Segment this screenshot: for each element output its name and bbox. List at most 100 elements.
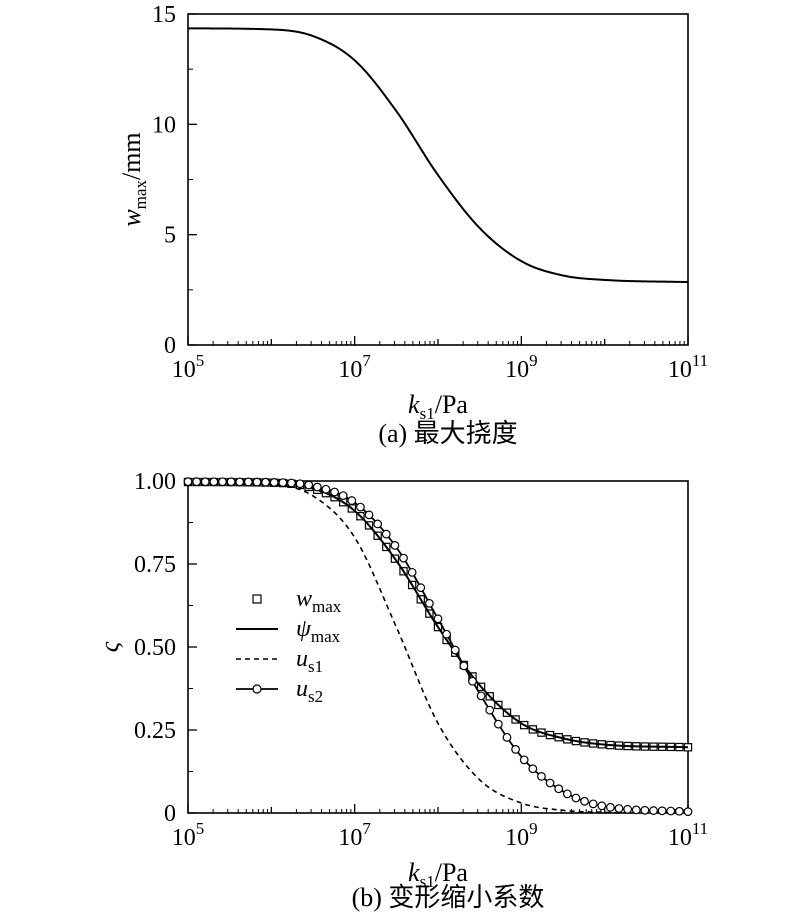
data-point-circle [649, 806, 658, 815]
legend-entry: wmax [252, 586, 342, 616]
chart-caption: (b) 变形缩小系数 [352, 883, 545, 912]
x-axis-label: ks1/Pa [408, 858, 468, 891]
legend-entry: ψmax [236, 616, 341, 646]
data-point-circle [485, 705, 495, 715]
data-point-circle [631, 805, 641, 815]
plot-frame [187, 13, 689, 346]
y-tick-label: 0 [164, 801, 176, 827]
data-point-circle [640, 805, 650, 815]
y-axis-label: wmax/mm [117, 132, 150, 226]
legend-label: us2 [296, 676, 323, 706]
data-point-circle [519, 755, 529, 765]
data-point-circle [278, 478, 288, 487]
data-point-circle [657, 806, 667, 816]
x-tick-label: 107 [338, 819, 371, 851]
data-point-circle [597, 801, 607, 811]
data-point-circle [666, 806, 676, 816]
series-s1-dashed [187, 481, 689, 814]
legend-swatch-square [252, 594, 262, 604]
data-point-circle [562, 789, 572, 799]
y-tick-label: 0 [164, 333, 176, 359]
data-point-circle [433, 614, 443, 624]
data-point-circle [252, 477, 262, 487]
chart-caption: (a) 最大挠度 [378, 419, 517, 448]
data-point-circle [399, 553, 408, 563]
y-tick-label: 5 [164, 223, 176, 249]
data-point-circle [373, 519, 383, 529]
data-point-circle [571, 793, 581, 803]
data-point-circle [192, 477, 202, 487]
series-line-solid [187, 27, 689, 284]
series-s2-circles [183, 477, 693, 817]
data-point-circle [287, 478, 296, 488]
chart-a: 105 107 109 1011 0 5 10 15 ks1/Pa wmax/mm (a) 最大挠度 [117, 2, 708, 448]
data-point-circle [347, 496, 357, 505]
data-point-circle [407, 567, 417, 577]
series-line [187, 481, 689, 814]
chart-b: 105 107 109 1011 0 0.25 0.50 0.75 1.00 ks1/Pa ς (b)… [95, 469, 708, 912]
data-point-circle [424, 598, 434, 608]
data-point-circle [623, 804, 633, 814]
data-point-circle [528, 764, 538, 774]
data-point-circle [614, 804, 624, 813]
plot-frame [187, 480, 689, 814]
legend-label: ψmax [296, 616, 341, 646]
data-point-circle [468, 676, 477, 686]
data-point-circle [580, 796, 589, 806]
legend-label: us1 [296, 646, 323, 676]
legend-label: wmax [296, 586, 342, 616]
data-point-circle [226, 477, 236, 487]
x-tick-label: 105 [172, 351, 205, 383]
data-point-circle [493, 719, 503, 729]
x-axis-label: ks1/Pa [408, 390, 468, 423]
data-point-circle [338, 491, 348, 501]
y-tick-label: 0.75 [134, 552, 176, 578]
data-point-circle [442, 629, 452, 639]
data-point-circle [312, 482, 322, 492]
data-point-circle [330, 487, 339, 497]
legend-entry: us2 [236, 676, 323, 706]
data-point-circle [537, 772, 546, 781]
data-point-circle [554, 784, 564, 794]
data-point-circle [218, 477, 227, 487]
x-tick-label: 1011 [668, 351, 708, 383]
y-tick-label: 10 [152, 112, 176, 138]
legend-entry: us1 [236, 646, 323, 676]
data-point-circle [356, 502, 365, 512]
y-tick-label: 0.25 [134, 718, 176, 744]
data-point-circle [476, 691, 486, 701]
x-tick-label: 1011 [668, 819, 708, 851]
data-point-circle [209, 477, 219, 487]
data-point-circle [243, 477, 253, 487]
series-line [187, 27, 689, 284]
data-point-circle [545, 778, 555, 788]
data-point-circle [364, 510, 374, 520]
data-point-circle [502, 732, 512, 742]
x-tick-label: 109 [505, 819, 538, 851]
y-tick-label: 15 [152, 2, 176, 28]
data-point-circle [606, 802, 615, 812]
data-point-circle [261, 477, 270, 487]
data-point-circle [183, 477, 193, 487]
data-point-circle [381, 529, 391, 539]
data-point-circle [269, 477, 279, 487]
x-tick-label: 105 [172, 819, 205, 851]
data-point-circle [321, 484, 331, 494]
legend-swatch-circle [252, 684, 262, 694]
data-point-circle [511, 745, 520, 754]
data-point-circle [200, 477, 210, 487]
data-point-circle [459, 661, 469, 671]
data-point-circle [450, 645, 460, 655]
data-point-circle [588, 799, 598, 809]
data-point-circle [390, 541, 400, 550]
y-tick-label: 1.00 [134, 469, 176, 495]
x-tick-label: 107 [338, 351, 371, 383]
y-tick-label: 0.50 [134, 635, 176, 661]
data-point-circle [235, 477, 245, 487]
data-point-circle [683, 807, 693, 817]
x-tick-label: 109 [505, 351, 538, 383]
y-axis-label: ς [95, 641, 124, 652]
data-point-circle [295, 479, 305, 489]
